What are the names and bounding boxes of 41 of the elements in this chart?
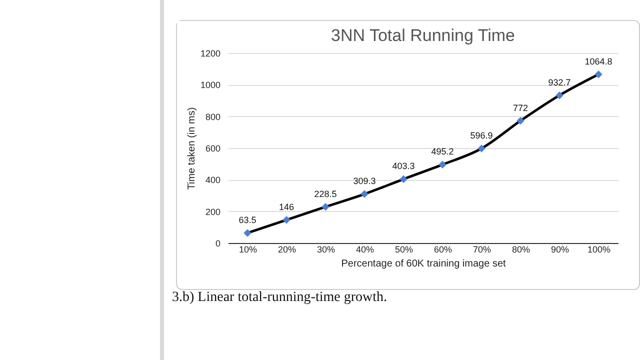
- point: [478, 144, 486, 152]
- text: 3.b) Linear total-running-time growth.: [172, 290, 387, 306]
- point: [244, 229, 252, 237]
- x-tick-label: 20%: [278, 244, 296, 254]
- x-tick-label: 70%: [472, 244, 492, 254]
- data-label: 228.5: [314, 188, 337, 199]
- y-axis-title: Time taken (in ms): [186, 107, 198, 190]
- x-axis-title: Percentage of 60K training image set: [341, 258, 506, 270]
- x-tick-label: 30%: [316, 244, 336, 254]
- data-label: 932.7: [548, 77, 571, 88]
- data-label: 1064.8: [584, 56, 612, 66]
- x-tick-label: 60%: [434, 244, 452, 254]
- y-tick-label: 400: [205, 175, 220, 186]
- point: [322, 202, 330, 211]
- data-label: 146: [278, 202, 294, 212]
- y-tick-label: 1200: [200, 48, 220, 58]
- data-label: 495.2: [431, 146, 454, 157]
- x-tick-label: 40%: [356, 244, 374, 254]
- point: [438, 160, 446, 168]
- point: [516, 116, 524, 125]
- point: [360, 190, 368, 198]
- x-tick-label: 10%: [238, 244, 258, 254]
- x-tick-label: 50%: [394, 244, 414, 254]
- point: [594, 70, 602, 78]
- point: [400, 175, 408, 184]
- x-tick-label: 80%: [512, 244, 530, 254]
- data-label: 309.3: [353, 176, 376, 186]
- x-tick-label: 100%: [587, 244, 611, 254]
- point: [556, 91, 564, 100]
- y-tick-label: 200: [205, 206, 220, 217]
- data-label: 772: [512, 102, 528, 113]
- data-label: 596.9: [470, 130, 493, 140]
- point: [282, 216, 290, 224]
- chart-title: 3NN Total Running Time: [331, 26, 515, 45]
- x-tick-label: 90%: [550, 244, 570, 254]
- y-tick-label: 0: [215, 238, 220, 248]
- y-tick-label: 800: [205, 112, 220, 122]
- y-tick-label: 1000: [200, 80, 220, 90]
- y-tick-label: 600: [205, 144, 220, 154]
- data-label: 63.5: [238, 214, 256, 225]
- data-label: 403.3: [392, 161, 415, 172]
